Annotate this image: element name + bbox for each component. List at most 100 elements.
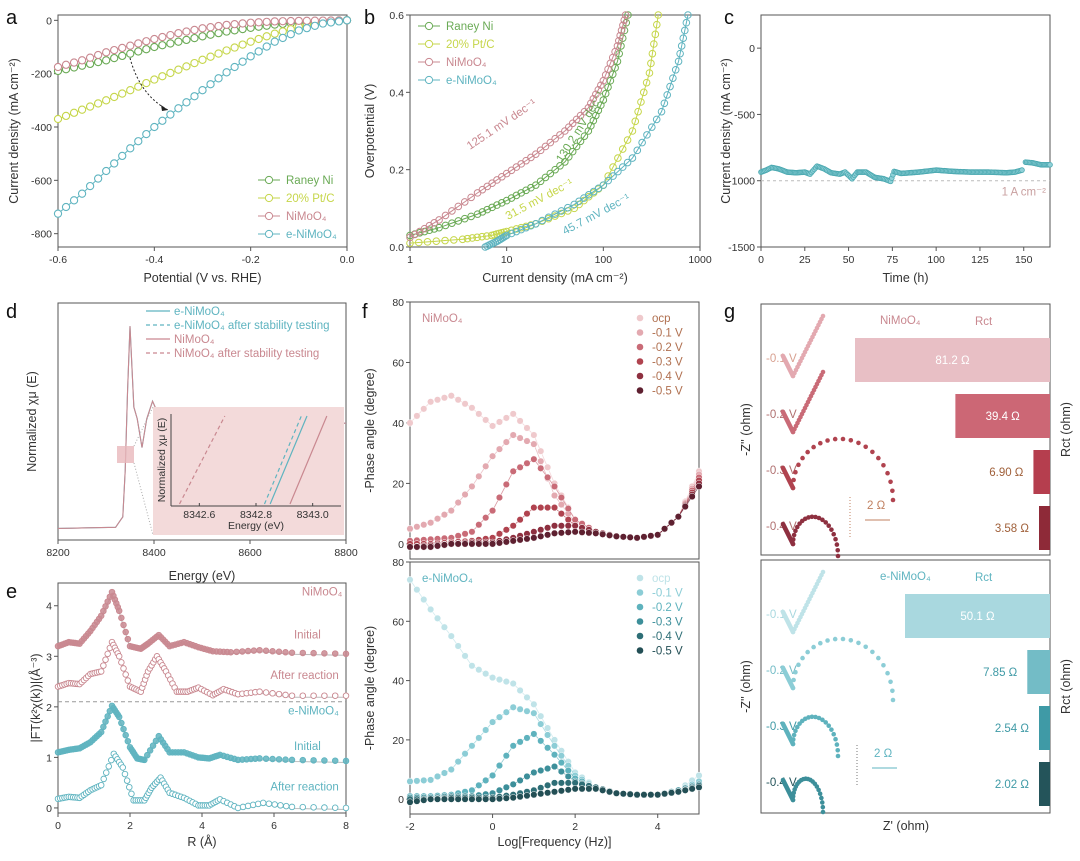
panel-label-g: g [724,301,735,323]
nyquist-point [819,800,825,805]
data-point-nimoo4 [269,647,276,655]
data-point-ptc [517,223,526,232]
data-point-e_nimoo4 [282,802,290,810]
f-y-tick-label: 60 [392,357,404,369]
data-point-e_nimoo4 [288,756,296,764]
data-point-e_nimoo4 [671,65,680,74]
data-point-nimoo4 [53,62,63,72]
a-y-tick-label: -600 [31,175,52,187]
data-point-nimoo4 [227,649,235,656]
nyquist-point [820,717,825,723]
nyquist-point [835,747,841,753]
data-point-ptc [182,62,191,71]
data-point-e_nimoo4 [679,34,688,43]
data-point [461,530,469,538]
scale-bar-label: 2 Ω [874,748,893,760]
legend-label-nimoo4: NiMoO₄ [446,57,487,69]
data-point-e_nimoo4 [614,167,622,176]
data-point-nimoo4 [244,647,252,655]
y-axis-label: -Phase angle (degree) [363,368,377,492]
data-point-e_nimoo4 [318,19,328,28]
nyquist-point [840,636,846,642]
data-point-ptc [645,69,654,77]
data-point-ptc [158,72,167,81]
data-point [461,795,469,803]
data-point-raney [498,199,506,207]
b-y-tick-label: 0.6 [389,10,404,22]
data-point-e_nimoo4 [97,728,105,736]
data-point-e_nimoo4 [557,207,566,215]
data-point-e_nimoo4 [286,30,295,39]
data-point-ptc [473,233,481,242]
data-point-nimoo4 [61,60,71,69]
data-point [612,789,620,797]
nyquist-point [790,685,796,691]
nyquist-point [794,724,800,730]
series-line-raney [409,14,629,236]
data-point-ptc [634,107,642,116]
nyquist-point [790,737,796,742]
data-point-ptc [102,96,111,105]
data-point [599,786,607,794]
series-line-nimoo4 [409,14,627,238]
data-point-ptc [647,59,655,68]
data-point-nimoo4 [93,50,103,60]
data-point-ptc [174,65,183,74]
data-point [544,473,552,481]
data-point-nimoo4 [282,649,289,656]
nyquist-point [885,670,890,676]
data-point [523,424,531,432]
data-point-e_nimoo4 [282,756,289,763]
data-point [537,784,545,792]
data-point-nimoo4 [286,16,295,26]
data-point [564,779,572,787]
data-point-e_nimoo4 [238,57,247,66]
data-point [530,455,538,463]
data-point [482,540,490,548]
data-point-nimoo4 [299,649,307,657]
data-point [502,678,510,686]
data-point [516,686,524,695]
data-point-raney [599,96,608,104]
data-point-nimoo4 [551,134,559,143]
data-point-e_nimoo4 [262,755,270,762]
data-point-raney [150,42,159,52]
data-point-nimoo4 [617,26,626,35]
data-point [502,783,510,791]
data-point [502,414,510,422]
data-point-e_nimoo4 [299,756,307,764]
plot-frame [57,302,347,541]
c-x-tick-label: 0 [758,254,764,266]
data-point [454,499,462,507]
data-point [440,511,448,519]
nyquist-point [813,714,818,720]
data-point-ptc [639,88,648,97]
legend-marker [636,387,644,394]
rct-value-label: 2.02 Ω [995,779,1030,791]
data-point [674,513,682,521]
data-point-nimoo4 [282,691,289,699]
data-point [413,412,421,420]
data-point [681,786,689,794]
data-point-e_nimoo4 [214,74,223,83]
nyquist-point [805,649,810,655]
legend-label: -0.1 V [652,328,683,340]
tafel-slope-label-nimoo4: 125.1 mV dec⁻¹ [465,97,539,152]
data-point [502,794,510,802]
data-point-e_nimoo4 [669,74,677,82]
x-axis-label: Time (h) [882,271,928,285]
series-label: e-NiMoO₄ [288,705,339,717]
data-point-nimoo4 [613,42,622,50]
data-point-nimoo4 [620,16,629,24]
data-point-raney [93,57,103,67]
data-point-e_nimoo4 [522,223,530,232]
e-x-tick-label: 8 [343,820,349,832]
subplot-title: e-NiMoO₄ [880,571,931,583]
nyquist-point [881,462,886,468]
data-point-ptc [650,40,658,48]
inset-background [153,407,344,535]
plot-frame [760,14,1051,248]
data-point [550,751,559,759]
data-point [592,529,600,537]
